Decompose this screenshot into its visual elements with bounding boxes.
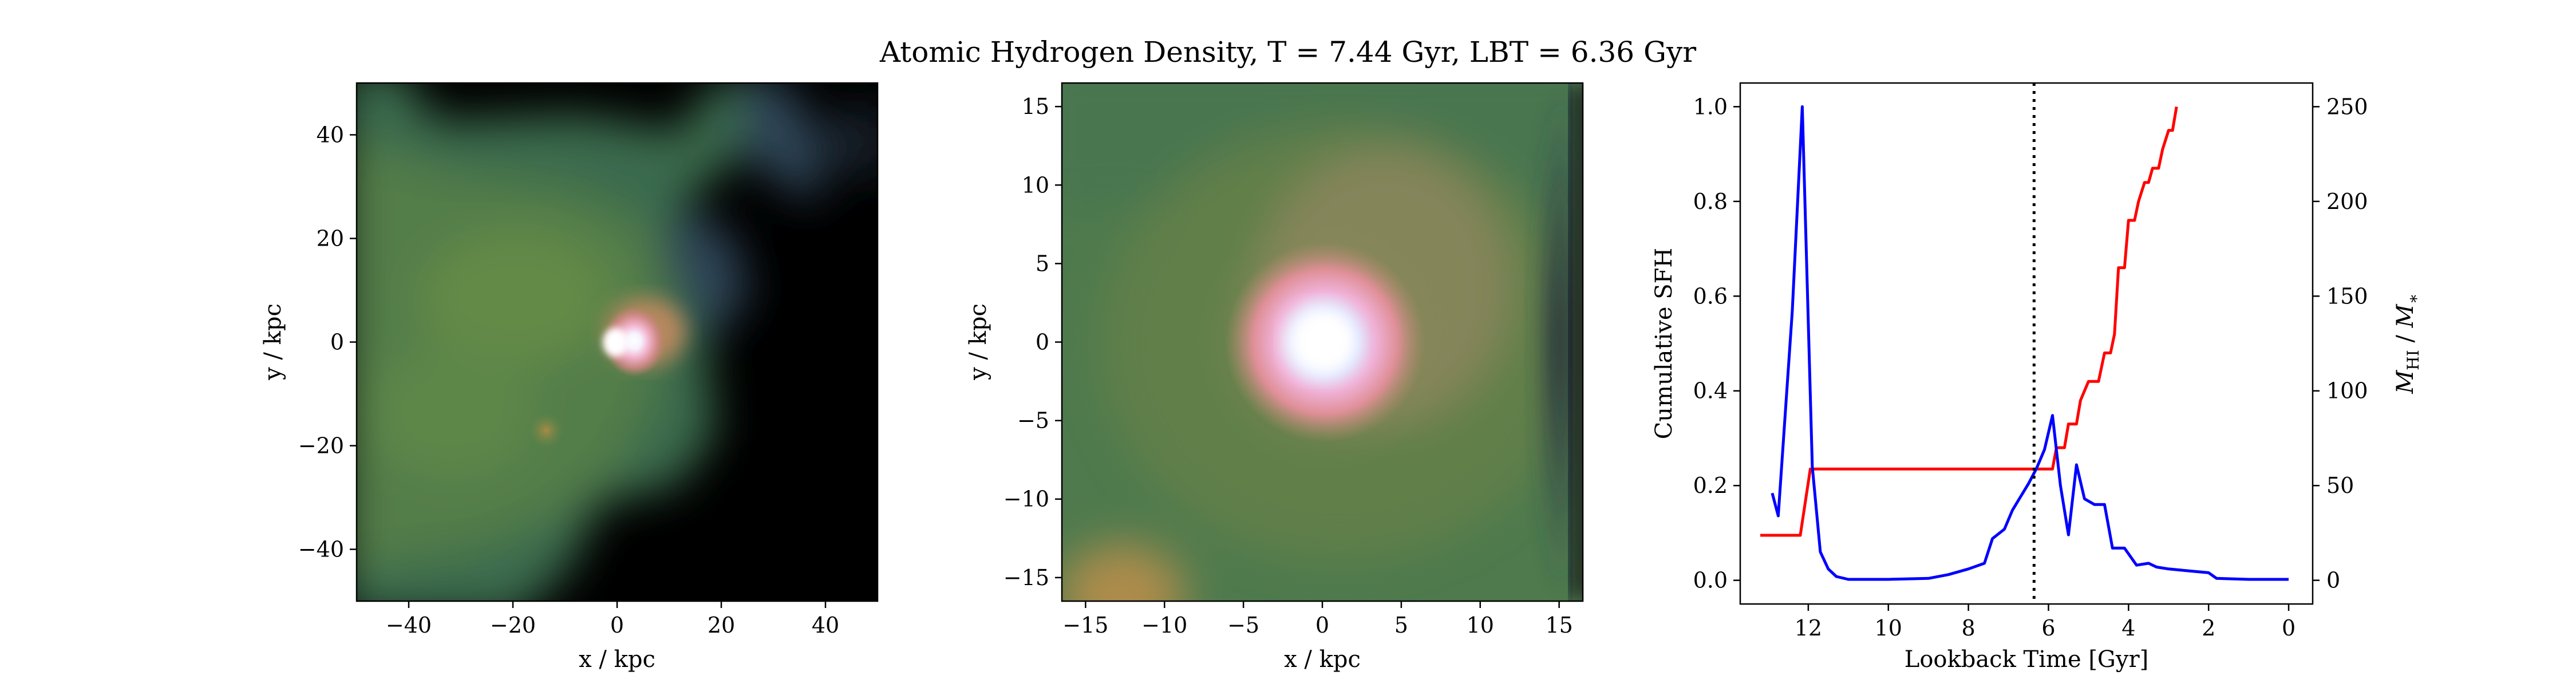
x-axis-label-2: x / kpc bbox=[1284, 646, 1361, 673]
y-tick-label: 0.0 bbox=[1693, 568, 1728, 593]
y-tick-label: 0.2 bbox=[1693, 473, 1728, 498]
y-tick-label: 1.0 bbox=[1693, 94, 1728, 119]
x-tick-label: −10 bbox=[1141, 613, 1187, 638]
y-axis-label-1: y / kpc bbox=[260, 303, 286, 381]
y-tick-label: −5 bbox=[1017, 408, 1049, 433]
x-tick-label: 10 bbox=[1467, 613, 1494, 638]
y-tick-label: 40 bbox=[317, 123, 344, 148]
y-axis-label-right: MHI / M∗ bbox=[2392, 293, 2423, 394]
y-tick-label: 0.6 bbox=[1693, 283, 1728, 309]
axis-ticks-3: 12 10 8 6 4 2 0 0.0 0.2 0.4 0.6 0.8 1.0 0 50 100 150 200 2… bbox=[1693, 94, 2368, 641]
y-tick-label: −40 bbox=[298, 537, 344, 562]
y-tick-label: 0 bbox=[330, 330, 344, 355]
y-tick-label: 0.4 bbox=[1693, 378, 1728, 404]
x-axis-label-3: Lookback Time [Gyr] bbox=[1905, 646, 2148, 673]
x-tick-label: 4 bbox=[2121, 615, 2135, 641]
heatmap-panel-1: −40 −20 0 20 40 40 20 0 −20 −40 x / kpc y / kpc bbox=[260, 82, 879, 673]
y2-tick-label: 0 bbox=[2326, 568, 2340, 593]
x-axis-label-1: x / kpc bbox=[579, 646, 655, 673]
x-tick-label: −5 bbox=[1227, 613, 1259, 638]
x-tick-label: −15 bbox=[1062, 613, 1108, 638]
x-tick-label: 5 bbox=[1394, 613, 1408, 638]
x-tick-label: 6 bbox=[2041, 615, 2055, 641]
y2-tick-label: 200 bbox=[2326, 189, 2368, 214]
series-line-cumulative-sfh bbox=[1760, 106, 2178, 537]
heatmap-panel-2: −15 −10 −5 0 5 10 15 15 10 5 0 −5 −10 −15 x / kpc y /… bbox=[965, 82, 1584, 673]
x-tick-label: 0 bbox=[610, 613, 624, 638]
line-chart-panel: 12 10 8 6 4 2 0 0.0 0.2 0.4 0.6 0.8 1.0 0 50 100 150 200 2… bbox=[1651, 82, 2423, 673]
x-tick-label: −40 bbox=[386, 613, 432, 638]
y-tick-label: 5 bbox=[1036, 251, 1049, 276]
y2-tick-label: 50 bbox=[2326, 473, 2354, 498]
x-tick-label: 10 bbox=[1875, 615, 1902, 641]
y-tick-label: 0.8 bbox=[1693, 189, 1728, 214]
x-tick-label: 8 bbox=[1962, 615, 1976, 641]
axis-ticks-2: −15 −10 −5 0 5 10 15 15 10 5 0 −5 −10 −15 bbox=[1003, 94, 1573, 638]
x-tick-label: 12 bbox=[1795, 615, 1822, 641]
x-tick-label: 0 bbox=[2282, 615, 2296, 641]
y-axis-label-2: y / kpc bbox=[965, 303, 991, 381]
y2-tick-label: 100 bbox=[2326, 378, 2368, 404]
x-tick-label: 20 bbox=[708, 613, 735, 638]
x-tick-label: 15 bbox=[1545, 613, 1573, 638]
y2-tick-label: 250 bbox=[2326, 94, 2368, 119]
y-tick-label: 10 bbox=[1022, 172, 1049, 198]
axis-ticks-1: −40 −20 0 20 40 40 20 0 −20 −40 bbox=[298, 123, 839, 638]
y-tick-label: 0 bbox=[1036, 330, 1049, 355]
y-tick-label: −15 bbox=[1003, 565, 1049, 590]
x-tick-label: 2 bbox=[2202, 615, 2215, 641]
series-line-mhi-ratio bbox=[1771, 105, 2289, 581]
y-tick-label: 20 bbox=[317, 226, 344, 251]
y-tick-label: −20 bbox=[298, 433, 344, 459]
series-lines bbox=[1760, 83, 2289, 604]
figure-title: Atomic Hydrogen Density, T = 7.44 Gyr, L… bbox=[879, 35, 1697, 69]
x-tick-label: −20 bbox=[490, 613, 536, 638]
y-tick-label: −10 bbox=[1003, 487, 1049, 512]
x-tick-label: 40 bbox=[812, 613, 839, 638]
y-axis-label-left: Cumulative SFH bbox=[1651, 248, 1677, 440]
y-tick-label: 15 bbox=[1022, 94, 1049, 119]
plot-frame-3 bbox=[1739, 82, 2314, 605]
x-tick-label: 0 bbox=[1315, 613, 1329, 638]
y2-tick-label: 150 bbox=[2326, 283, 2368, 309]
